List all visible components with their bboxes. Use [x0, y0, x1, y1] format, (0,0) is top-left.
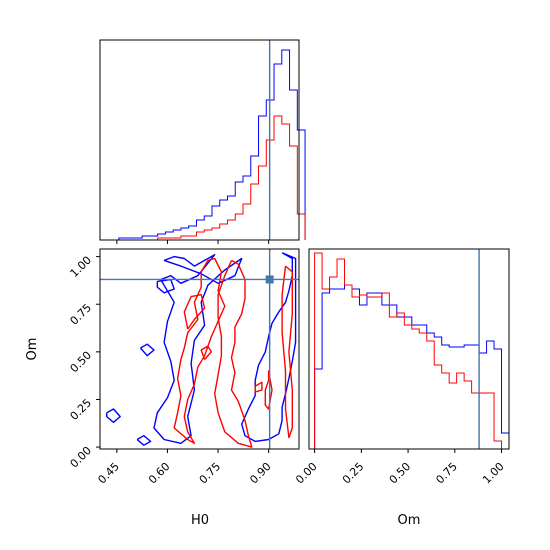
contour-level-11 — [281, 265, 293, 439]
contour-level-3 — [136, 435, 152, 446]
h0-histogram-step-1 — [103, 115, 306, 241]
h0-tick-label-3: 0.90 — [247, 460, 274, 487]
om-tick-label-0: 0.00 — [68, 444, 95, 471]
om-hist-tick-label-0: 0.00 — [293, 460, 320, 487]
h0-tick-label-1: 0.60 — [146, 460, 173, 487]
h0-tick-label-0: 0.45 — [95, 460, 122, 487]
h0-histogram-ticks — [116, 240, 270, 244]
contour-level-8 — [183, 294, 206, 330]
contour-level-5 — [156, 278, 175, 294]
contour-frame — [99, 248, 300, 450]
contour-level-9 — [200, 345, 213, 360]
h0-axis-label: H0 — [191, 513, 209, 528]
h0-tick-label-2: 0.75 — [197, 460, 224, 487]
h0-histogram-panel — [99, 39, 306, 244]
om-histogram-panel: 0.00 0.25 0.50 0.75 1.00 Om — [293, 248, 510, 528]
contour-level-6 — [173, 257, 226, 444]
truth-marker — [265, 275, 274, 284]
om-hist-tick-label-3: 0.75 — [433, 460, 460, 487]
h0-om-contour-panel: 0.45 0.60 0.75 0.90 0.00 0.25 0.50 0.75 1.00 H0… — [25, 248, 300, 528]
contour-level-4 — [139, 343, 155, 357]
om-tick-label-4: 1.00 — [68, 254, 95, 281]
om-histogram-series — [314, 252, 510, 450]
contour-level-2 — [105, 408, 121, 423]
om-axis-ticks: 0.00 0.25 0.50 0.75 1.00 — [68, 254, 100, 471]
om-tick-label-2: 0.50 — [68, 349, 95, 376]
om-tick-label-3: 0.75 — [68, 301, 95, 328]
om-histogram-step-1 — [314, 252, 509, 450]
om-histogram-xlabel: Om — [398, 513, 421, 528]
h0-histogram-step-0 — [103, 49, 306, 241]
contour-level-10 — [264, 370, 273, 410]
om-hist-tick-label-1: 0.25 — [340, 460, 367, 487]
om-hist-tick-label-4: 1.00 — [480, 460, 507, 487]
om-histogram-step-0 — [314, 284, 510, 449]
om-histogram-ticks: 0.00 0.25 0.50 0.75 1.00 — [293, 449, 507, 487]
contour-lines — [105, 252, 297, 448]
om-axis-label: Om — [25, 338, 40, 361]
contour-level-12 — [254, 381, 263, 393]
contour-level-0 — [153, 253, 243, 444]
h0-histogram-series — [103, 49, 306, 241]
om-tick-label-1: 0.25 — [68, 396, 95, 423]
h0-axis-ticks: 0.45 0.60 0.75 0.90 — [95, 449, 274, 487]
om-hist-tick-label-2: 0.50 — [387, 460, 414, 487]
contour-level-7 — [213, 259, 253, 448]
om-histogram-frame — [308, 248, 510, 450]
h0-histogram-frame — [99, 39, 300, 241]
